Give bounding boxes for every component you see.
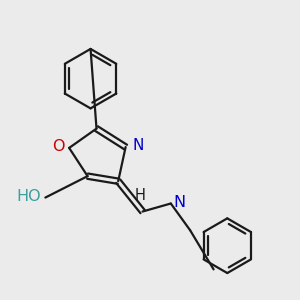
Text: H: H (134, 188, 145, 203)
Text: HO: HO (16, 189, 41, 204)
Text: N: N (132, 138, 143, 153)
Text: N: N (174, 194, 186, 209)
Text: O: O (52, 139, 65, 154)
